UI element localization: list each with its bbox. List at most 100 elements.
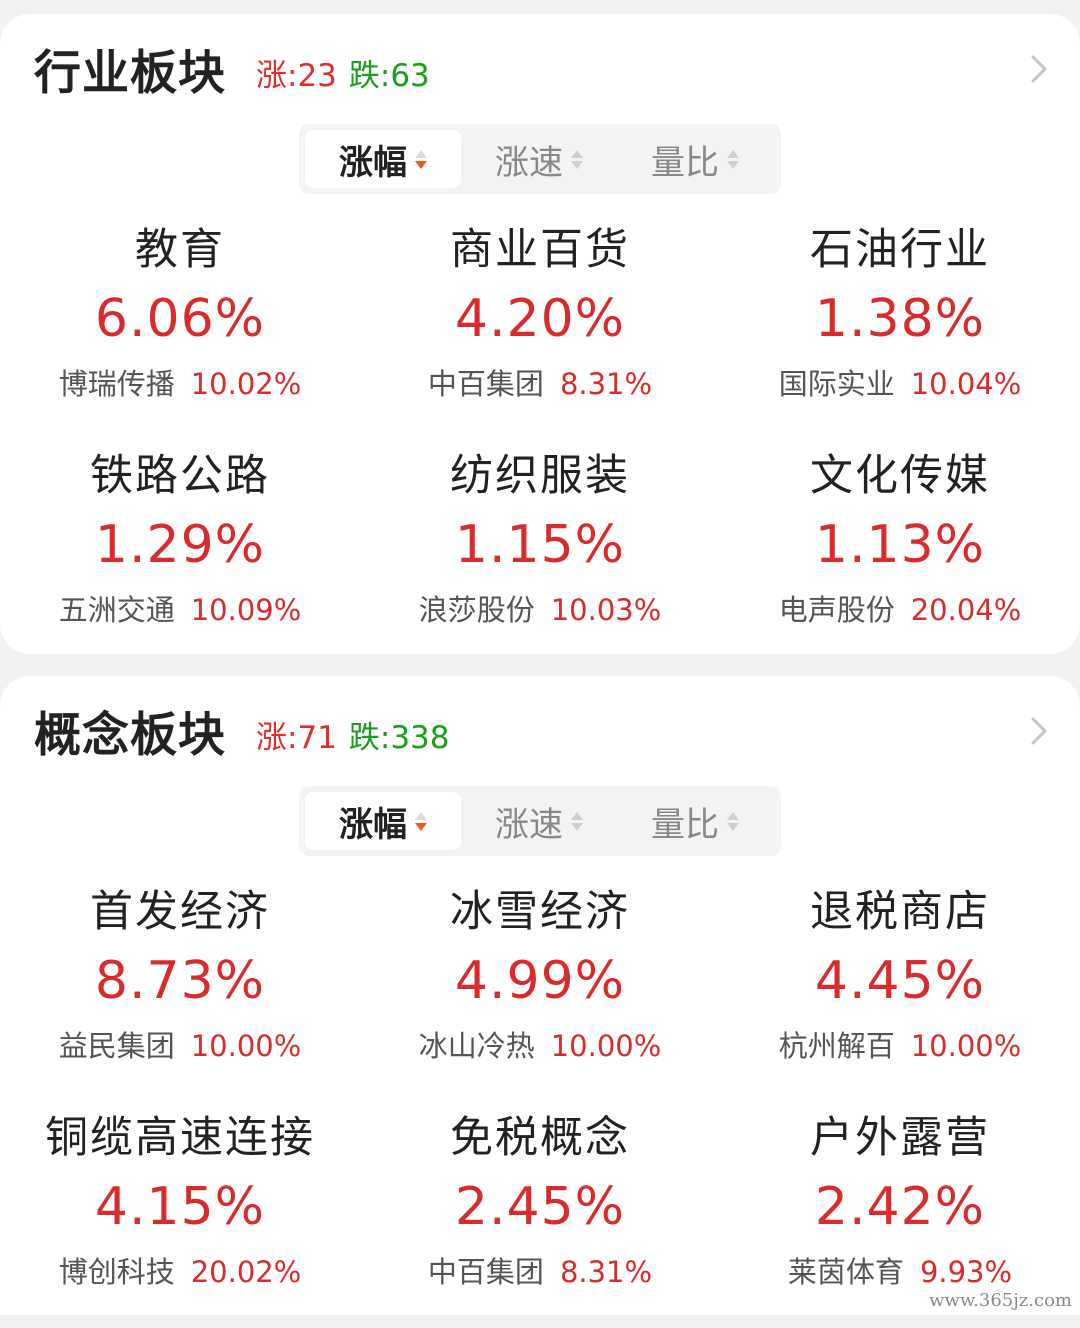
chevron-right-icon[interactable] bbox=[1024, 716, 1054, 746]
tab-sort-volume-ratio[interactable]: 量比 bbox=[617, 130, 773, 188]
concept-up-count: 涨:71 bbox=[256, 720, 337, 756]
sort-arrows-icon bbox=[415, 806, 427, 836]
sector-name: 石油行业 bbox=[810, 225, 990, 275]
sector-name: 首发经济 bbox=[90, 887, 270, 937]
sector-change: 2.45% bbox=[454, 1177, 626, 1237]
leader-stock: 莱茵体育 9.93% bbox=[720, 1252, 1080, 1292]
leader-change: 10.00% bbox=[550, 1029, 662, 1063]
watermark: www.365jz.com bbox=[929, 1290, 1072, 1311]
sector-change: 6.06% bbox=[94, 289, 266, 349]
sector-tile[interactable]: 首发经济 8.73% 益民集团 10.00% bbox=[0, 876, 360, 1102]
tab-sort-speed[interactable]: 涨速 bbox=[461, 130, 617, 188]
sector-name: 教育 bbox=[135, 225, 225, 275]
leader-stock: 博创科技 20.02% bbox=[0, 1252, 360, 1292]
sector-tile[interactable]: 纺织服装 1.15% 浪莎股份 10.03% bbox=[360, 440, 720, 666]
leader-change: 10.00% bbox=[910, 1029, 1022, 1063]
concept-header: 概念板块 涨:71 跌:338 bbox=[34, 706, 450, 766]
sector-name: 冰雪经济 bbox=[450, 887, 630, 937]
sector-change: 1.38% bbox=[814, 289, 986, 349]
sector-change: 1.13% bbox=[814, 515, 986, 575]
leader-name: 电声股份 bbox=[778, 593, 895, 627]
chevron-right-icon[interactable] bbox=[1024, 54, 1054, 84]
leader-stock: 五洲交通 10.09% bbox=[0, 590, 360, 630]
leader-stock: 冰山冷热 10.00% bbox=[360, 1026, 720, 1066]
sort-arrows-icon bbox=[571, 144, 583, 174]
concept-counts: 涨:71 跌:338 bbox=[256, 710, 450, 766]
sector-change: 2.42% bbox=[814, 1177, 986, 1237]
tab-sort-change[interactable]: 涨幅 bbox=[305, 792, 461, 850]
leader-change: 8.31% bbox=[559, 367, 653, 401]
leader-name: 益民集团 bbox=[58, 1029, 175, 1063]
leader-change: 9.93% bbox=[919, 1255, 1013, 1289]
sector-tile[interactable]: 铜缆高速连接 4.15% 博创科技 20.02% bbox=[0, 1102, 360, 1328]
sector-change: 4.20% bbox=[454, 289, 626, 349]
sector-name: 退税商店 bbox=[810, 887, 990, 937]
sector-name: 纺织服装 bbox=[450, 451, 630, 501]
concept-sector-grid: 首发经济 8.73% 益民集团 10.00% 冰雪经济 4.99% 冰山冷热 10.… bbox=[0, 876, 1080, 1328]
leader-change: 8.31% bbox=[559, 1255, 653, 1289]
leader-stock: 国际实业 10.04% bbox=[720, 364, 1080, 404]
leader-name: 杭州解百 bbox=[778, 1029, 895, 1063]
sector-change: 8.73% bbox=[94, 951, 266, 1011]
concept-down-count: 跌:338 bbox=[348, 720, 450, 756]
leader-stock: 浪莎股份 10.03% bbox=[360, 590, 720, 630]
sort-arrows-icon bbox=[727, 144, 739, 174]
leader-stock: 电声股份 20.04% bbox=[720, 590, 1080, 630]
sector-change: 1.29% bbox=[94, 515, 266, 575]
concept-sector-card: 概念板块 涨:71 跌:338 涨幅 涨速 量比 首发经济 8.73% 益民集团… bbox=[0, 676, 1080, 1315]
tab-sort-change[interactable]: 涨幅 bbox=[305, 130, 461, 188]
sector-tile[interactable]: 退税商店 4.45% 杭州解百 10.00% bbox=[720, 876, 1080, 1102]
sector-tile[interactable]: 商业百货 4.20% 中百集团 8.31% bbox=[360, 214, 720, 440]
industry-up-count: 涨:23 bbox=[256, 58, 337, 94]
sector-name: 铁路公路 bbox=[90, 451, 270, 501]
sector-name: 免税概念 bbox=[450, 1113, 630, 1163]
concept-title: 概念板块 bbox=[34, 708, 226, 763]
tab-label: 涨幅 bbox=[339, 804, 407, 845]
tab-sort-speed[interactable]: 涨速 bbox=[461, 792, 617, 850]
industry-sector-grid: 教育 6.06% 博瑞传播 10.02% 商业百货 4.20% 中百集团 8.31%… bbox=[0, 214, 1080, 666]
leader-change: 10.00% bbox=[190, 1029, 302, 1063]
sector-tile[interactable]: 教育 6.06% 博瑞传播 10.02% bbox=[0, 214, 360, 440]
industry-sector-card: 行业板块 涨:23 跌:63 涨幅 涨速 量比 教育 6.06% 博瑞传播 10.… bbox=[0, 14, 1080, 654]
leader-name: 浪莎股份 bbox=[418, 593, 535, 627]
tab-sort-volume-ratio[interactable]: 量比 bbox=[617, 792, 773, 850]
sector-name: 户外露营 bbox=[810, 1113, 990, 1163]
industry-counts: 涨:23 跌:63 bbox=[256, 48, 430, 104]
sector-tile[interactable]: 免税概念 2.45% 中百集团 8.31% bbox=[360, 1102, 720, 1328]
industry-header: 行业板块 涨:23 跌:63 bbox=[34, 44, 430, 104]
leader-name: 博创科技 bbox=[58, 1255, 175, 1289]
leader-stock: 杭州解百 10.00% bbox=[720, 1026, 1080, 1066]
leader-stock: 博瑞传播 10.02% bbox=[0, 364, 360, 404]
leader-name: 博瑞传播 bbox=[58, 367, 175, 401]
leader-stock: 中百集团 8.31% bbox=[360, 364, 720, 404]
sort-arrows-icon bbox=[727, 806, 739, 836]
leader-change: 20.04% bbox=[910, 593, 1022, 627]
leader-stock: 中百集团 8.31% bbox=[360, 1252, 720, 1292]
sector-tile[interactable]: 文化传媒 1.13% 电声股份 20.04% bbox=[720, 440, 1080, 666]
tab-label: 涨速 bbox=[495, 804, 563, 845]
sector-tile[interactable]: 石油行业 1.38% 国际实业 10.04% bbox=[720, 214, 1080, 440]
leader-name: 国际实业 bbox=[778, 367, 895, 401]
leader-change: 10.03% bbox=[550, 593, 662, 627]
leader-name: 中百集团 bbox=[427, 1255, 544, 1289]
tab-label: 涨速 bbox=[495, 142, 563, 183]
industry-sort-tabs: 涨幅 涨速 量比 bbox=[299, 124, 781, 194]
tab-label: 量比 bbox=[651, 142, 719, 183]
sector-change: 4.45% bbox=[814, 951, 986, 1011]
sector-name: 铜缆高速连接 bbox=[45, 1113, 315, 1163]
concept-sort-tabs: 涨幅 涨速 量比 bbox=[299, 786, 781, 856]
sector-tile[interactable]: 铁路公路 1.29% 五洲交通 10.09% bbox=[0, 440, 360, 666]
industry-down-count: 跌:63 bbox=[348, 58, 430, 94]
sort-arrows-icon bbox=[571, 806, 583, 836]
sector-tile[interactable]: 户外露营 2.42% 莱茵体育 9.93% bbox=[720, 1102, 1080, 1328]
sector-tile[interactable]: 冰雪经济 4.99% 冰山冷热 10.00% bbox=[360, 876, 720, 1102]
leader-stock: 益民集团 10.00% bbox=[0, 1026, 360, 1066]
leader-change: 10.02% bbox=[190, 367, 302, 401]
sector-name: 商业百货 bbox=[450, 225, 630, 275]
leader-name: 冰山冷热 bbox=[418, 1029, 535, 1063]
sector-change: 1.15% bbox=[454, 515, 626, 575]
industry-title: 行业板块 bbox=[34, 46, 226, 101]
leader-name: 中百集团 bbox=[427, 367, 544, 401]
sector-change: 4.15% bbox=[94, 1177, 266, 1237]
sector-name: 文化传媒 bbox=[810, 451, 990, 501]
